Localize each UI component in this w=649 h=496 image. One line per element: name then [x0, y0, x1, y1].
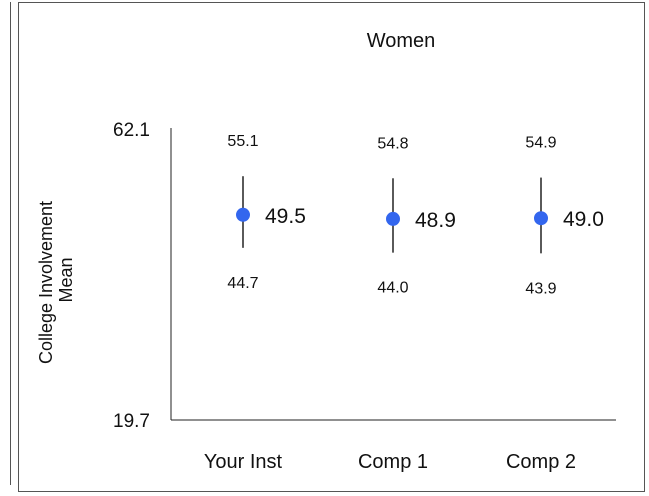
lower-value-label: 44.0 [377, 280, 408, 297]
lower-value-label: 44.7 [227, 275, 258, 292]
y-axis-label-line2: Mean [56, 257, 76, 302]
upper-value-label: 54.8 [377, 135, 408, 152]
x-tick-label: Your Inst [204, 451, 283, 473]
mean-marker [386, 212, 400, 226]
mean-value-label: 49.0 [563, 208, 604, 231]
y-min-label: 19.7 [113, 411, 150, 432]
y-max-label: 62.1 [113, 120, 150, 141]
chart-marks: 55.1 44.7 49.5 Your Inst 54.8 44.0 48.9 Comp 1 5… [204, 133, 604, 473]
x-tick-label: Comp 1 [358, 451, 428, 473]
y-axis-label-line1: College Involvement [36, 201, 56, 364]
upper-value-label: 54.9 [525, 135, 556, 152]
mean-value-label: 49.5 [265, 205, 306, 228]
mean-marker [236, 208, 250, 222]
chart-title: Women [367, 30, 436, 52]
x-tick-label: Comp 2 [506, 451, 576, 473]
lower-value-label: 43.9 [525, 280, 556, 297]
upper-value-label: 55.1 [227, 133, 258, 150]
mean-value-label: 48.9 [415, 209, 456, 232]
y-axis-label: College Involvement Mean [36, 196, 76, 364]
mean-marker [534, 211, 548, 225]
